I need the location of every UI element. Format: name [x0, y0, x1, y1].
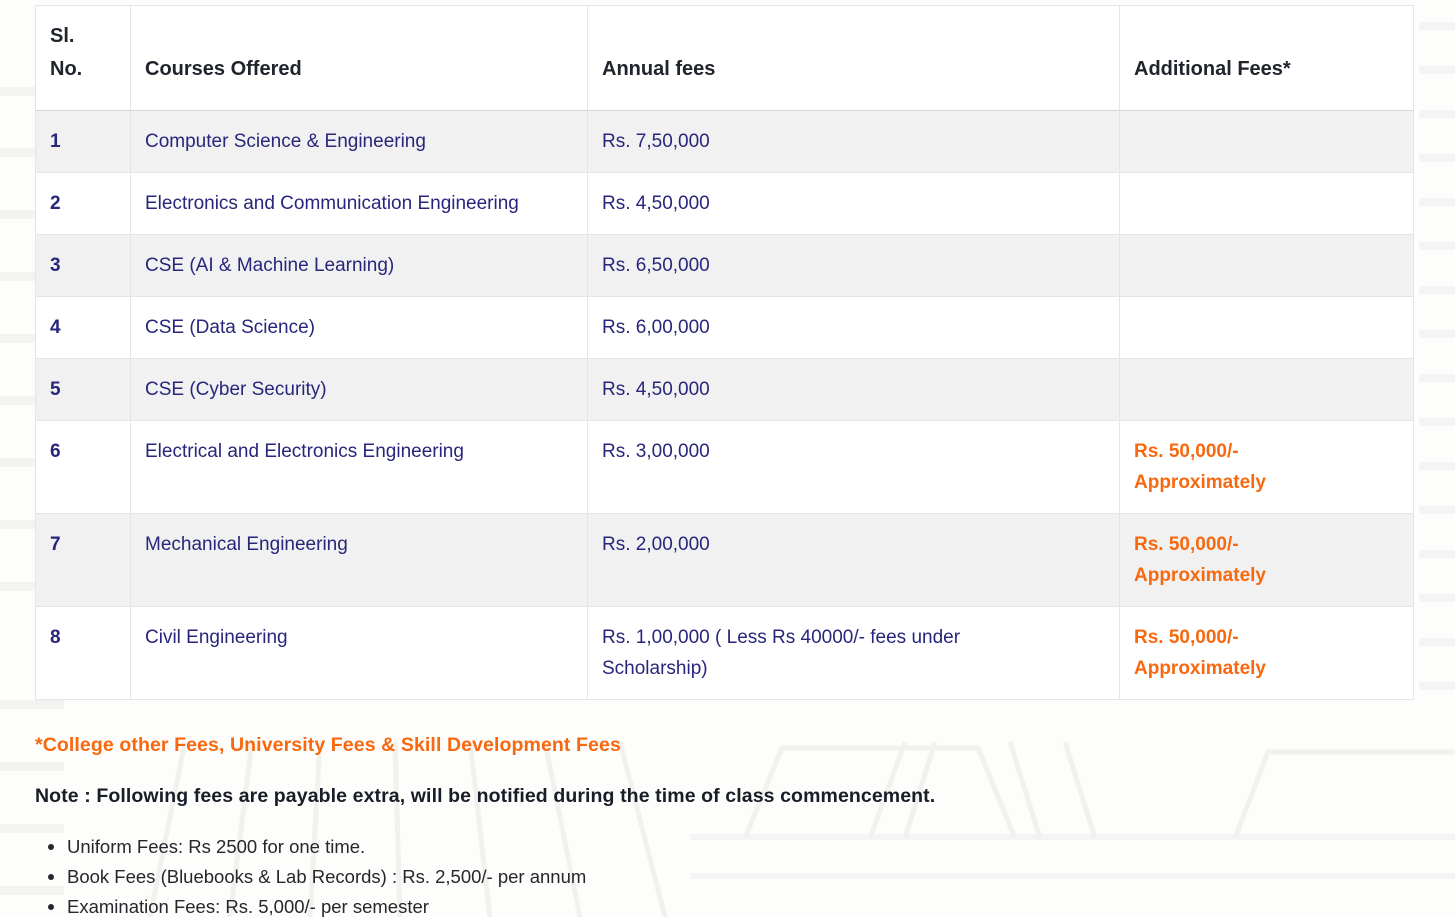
table-row: 3 CSE (AI & Machine Learning) Rs. 6,50,000	[35, 234, 1414, 297]
course-cell: Civil Engineering	[130, 606, 588, 700]
col-header-sl-no: Sl. No.	[35, 5, 131, 111]
additional-fee-cell: Rs. 50,000/- Approximately	[1119, 606, 1414, 700]
table-row: 8 Civil Engineering Rs. 1,00,000 ( Less Rs…	[35, 606, 1414, 700]
course-cell: CSE (Data Science)	[130, 296, 588, 359]
sl-no-cell: 6	[35, 420, 131, 514]
extra-fees-list: Uniform Fees: Rs 2500 for one time. Book…	[42, 832, 586, 917]
annual-fee-cell: Rs. 3,00,000	[587, 420, 1120, 514]
course-cell: Computer Science & Engineering	[130, 110, 588, 173]
fees-table: Sl. No. Courses Offered Annual fees Addi…	[35, 5, 1414, 700]
extra-fees-note: Note : Following fees are payable extra,…	[35, 785, 936, 807]
additional-fees-footnote: *College other Fees, University Fees & S…	[35, 734, 621, 756]
table-row: 4 CSE (Data Science) Rs. 6,00,000	[35, 296, 1414, 359]
additional-fee-cell	[1119, 110, 1414, 173]
additional-fee-cell	[1119, 234, 1414, 297]
sl-no-cell: 2	[35, 172, 131, 235]
sl-no-cell: 5	[35, 358, 131, 421]
table-header-row: Sl. No. Courses Offered Annual fees Addi…	[35, 5, 1414, 111]
sl-no-cell: 3	[35, 234, 131, 297]
table-row: 2 Electronics and Communication Engineeri…	[35, 172, 1414, 235]
list-item: Uniform Fees: Rs 2500 for one time.	[42, 832, 586, 862]
table-row: 7 Mechanical Engineering Rs. 2,00,000 Rs. 5…	[35, 513, 1414, 607]
course-cell: Mechanical Engineering	[130, 513, 588, 607]
annual-fee-cell: Rs. 6,50,000	[587, 234, 1120, 297]
course-cell: CSE (Cyber Security)	[130, 358, 588, 421]
list-item: Book Fees (Bluebooks & Lab Records) : Rs…	[42, 862, 586, 892]
sl-no-cell: 8	[35, 606, 131, 700]
course-cell: Electrical and Electronics Engineering	[130, 420, 588, 514]
additional-fee-cell: Rs. 50,000/- Approximately	[1119, 420, 1414, 514]
course-cell: CSE (AI & Machine Learning)	[130, 234, 588, 297]
sl-no-cell: 4	[35, 296, 131, 359]
annual-fee-cell: Rs. 2,00,000	[587, 513, 1120, 607]
course-cell: Electronics and Communication Engineerin…	[130, 172, 588, 235]
annual-fee-cell: Rs. 4,50,000	[587, 358, 1120, 421]
table-row: 5 CSE (Cyber Security) Rs. 4,50,000	[35, 358, 1414, 421]
sl-no-cell: 1	[35, 110, 131, 173]
list-item: Examination Fees: Rs. 5,000/- per semest…	[42, 892, 586, 917]
additional-fee-cell: Rs. 50,000/- Approximately	[1119, 513, 1414, 607]
col-header-additional-fees: Additional Fees*	[1119, 5, 1414, 111]
annual-fee-cell: Rs. 4,50,000	[587, 172, 1120, 235]
sl-no-cell: 7	[35, 513, 131, 607]
additional-fee-cell	[1119, 358, 1414, 421]
annual-fee-cell: Rs. 7,50,000	[587, 110, 1120, 173]
col-header-courses: Courses Offered	[130, 5, 588, 111]
annual-fee-cell: Rs. 6,00,000	[587, 296, 1120, 359]
annual-fee-cell: Rs. 1,00,000 ( Less Rs 40000/- fees unde…	[587, 606, 1120, 700]
table-row: 1 Computer Science & Engineering Rs. 7,50,…	[35, 110, 1414, 173]
fees-table-body: 1 Computer Science & Engineering Rs. 7,50,…	[35, 110, 1414, 700]
fees-table-container: Sl. No. Courses Offered Annual fees Addi…	[35, 5, 1414, 700]
table-row: 6 Electrical and Electronics Engineering R…	[35, 420, 1414, 514]
additional-fee-cell	[1119, 296, 1414, 359]
col-header-annual-fees: Annual fees	[587, 5, 1120, 111]
additional-fee-cell	[1119, 172, 1414, 235]
